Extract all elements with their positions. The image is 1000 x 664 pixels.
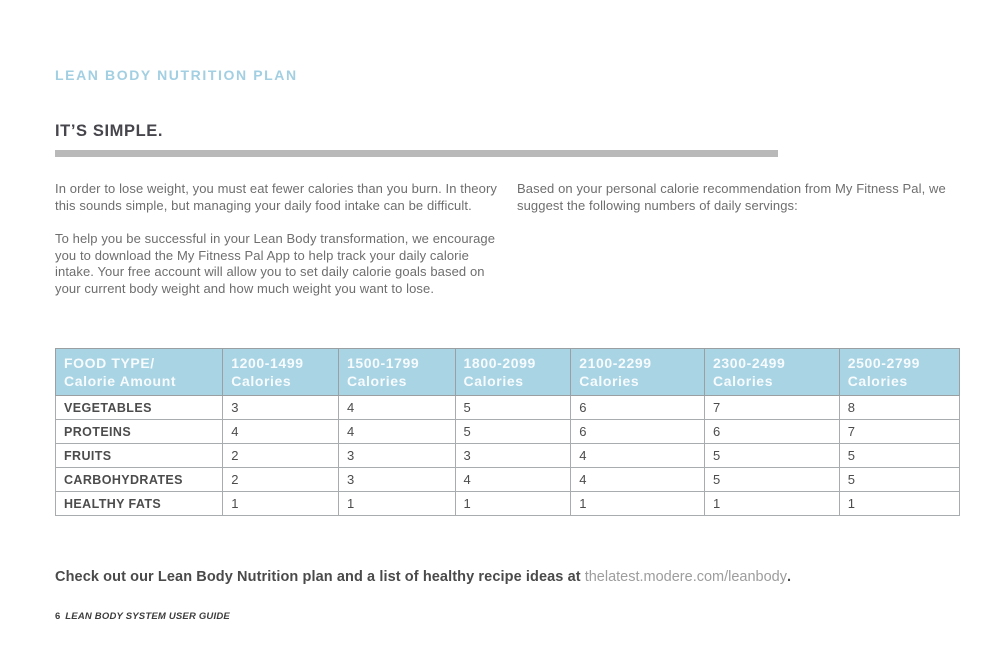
cell-value: 1 bbox=[838, 491, 961, 516]
cell-value: 8 bbox=[838, 395, 961, 420]
column-header-food-type: FOOD TYPE/ Calorie Amount bbox=[54, 348, 224, 396]
cell-value: 5 bbox=[454, 395, 572, 420]
row-label: HEALTHY FATS bbox=[54, 491, 224, 516]
header-line-1: 1500-1799 bbox=[346, 355, 420, 371]
cell-value: 2 bbox=[222, 443, 339, 468]
table-row-vegetables: VEGETABLES 3 4 5 6 7 8 bbox=[54, 395, 961, 420]
column-header-2100-2299: 2100-2299 Calories bbox=[570, 348, 706, 396]
cell-value: 7 bbox=[704, 395, 840, 420]
row-label: VEGETABLES bbox=[54, 395, 224, 420]
page-title: IT’S SIMPLE. bbox=[55, 122, 164, 140]
header-line-2: Calories bbox=[847, 373, 908, 389]
cell-value: 4 bbox=[222, 419, 339, 444]
daily-servings-table: FOOD TYPE/ Calorie Amount 1200-1499 Calo… bbox=[54, 348, 961, 516]
column-header-2300-2499: 2300-2499 Calories bbox=[704, 348, 840, 396]
intro-paragraph-3: Based on your personal calorie recommend… bbox=[517, 181, 946, 213]
cell-value: 6 bbox=[570, 419, 706, 444]
section-divider-bar bbox=[55, 150, 778, 157]
cta-text: Check out our Lean Body Nutrition plan a… bbox=[55, 569, 581, 585]
intro-paragraph-1: In order to lose weight, you must eat fe… bbox=[55, 181, 497, 213]
cell-value: 3 bbox=[454, 443, 572, 468]
cell-value: 4 bbox=[337, 395, 456, 420]
cell-value: 4 bbox=[454, 467, 572, 492]
cell-value: 1 bbox=[454, 491, 572, 516]
cell-value: 5 bbox=[704, 467, 840, 492]
header-line-1: 2500-2799 bbox=[847, 355, 921, 371]
cell-value: 5 bbox=[838, 443, 961, 468]
cell-value: 3 bbox=[337, 467, 456, 492]
cell-value: 5 bbox=[838, 467, 961, 492]
header-line-2: Calories bbox=[579, 373, 640, 389]
row-label: CARBOHYDRATES bbox=[54, 467, 224, 492]
cell-value: 3 bbox=[337, 443, 456, 468]
column-header-2500-2799: 2500-2799 Calories bbox=[838, 348, 961, 396]
page-number: 6 bbox=[55, 611, 61, 622]
cell-value: 4 bbox=[570, 443, 706, 468]
table-row-healthy-fats: HEALTHY FATS 1 1 1 1 1 1 bbox=[54, 491, 961, 516]
cell-value: 1 bbox=[222, 491, 339, 516]
cell-value: 2 bbox=[222, 467, 339, 492]
cell-value: 6 bbox=[704, 419, 840, 444]
cell-value: 1 bbox=[704, 491, 840, 516]
cell-value: 7 bbox=[838, 419, 961, 444]
cta-line: Check out our Lean Body Nutrition plan a… bbox=[55, 568, 960, 587]
cell-value: 3 bbox=[222, 395, 339, 420]
column-gap bbox=[503, 181, 517, 297]
header-line-2: Calories bbox=[346, 373, 407, 389]
header-line-2: Calorie Amount bbox=[64, 373, 177, 389]
intro-right-column: Based on your personal calorie recommend… bbox=[517, 181, 960, 297]
column-header-1800-2099: 1800-2099 Calories bbox=[454, 348, 572, 396]
cell-value: 6 bbox=[570, 395, 706, 420]
page-footer: 6 LEAN BODY SYSTEM USER GUIDE bbox=[55, 611, 230, 622]
header-line-2: Calories bbox=[713, 373, 774, 389]
header-line-2: Calories bbox=[231, 373, 292, 389]
column-header-1500-1799: 1500-1799 Calories bbox=[337, 348, 456, 396]
cell-value: 5 bbox=[704, 443, 840, 468]
table-row-carbohydrates: CARBOHYDRATES 2 3 4 4 5 5 bbox=[54, 467, 961, 492]
table-header-row: FOOD TYPE/ Calorie Amount 1200-1499 Calo… bbox=[54, 348, 961, 396]
intro-paragraph-2: To help you be successful in your Lean B… bbox=[55, 231, 496, 296]
cell-value: 5 bbox=[454, 419, 572, 444]
cta-url: thelatest.modere.com/leanbody bbox=[584, 569, 788, 585]
intro-left-column: In order to lose weight, you must eat fe… bbox=[55, 181, 503, 297]
row-label: FRUITS bbox=[54, 443, 224, 468]
table-row-proteins: PROTEINS 4 4 5 6 6 7 bbox=[54, 419, 961, 444]
cta-period: . bbox=[787, 569, 792, 585]
cell-value: 4 bbox=[570, 467, 706, 492]
header-line-1: FOOD TYPE/ bbox=[64, 355, 155, 371]
column-header-1200-1499: 1200-1499 Calories bbox=[222, 348, 339, 396]
cell-value: 1 bbox=[337, 491, 456, 516]
cell-value: 1 bbox=[570, 491, 706, 516]
footer-label: LEAN BODY SYSTEM USER GUIDE bbox=[65, 611, 230, 622]
header-line-1: 2300-2499 bbox=[713, 355, 786, 371]
cell-value: 4 bbox=[337, 419, 456, 444]
page-kicker: LEAN BODY NUTRITION PLAN bbox=[55, 67, 298, 83]
intro-section: In order to lose weight, you must eat fe… bbox=[55, 181, 960, 297]
table-row-fruits: FRUITS 2 3 3 4 5 5 bbox=[54, 443, 961, 468]
header-line-1: 2100-2299 bbox=[579, 355, 652, 371]
row-label: PROTEINS bbox=[54, 419, 224, 444]
header-line-1: 1800-2099 bbox=[463, 355, 536, 371]
header-line-1: 1200-1499 bbox=[231, 355, 304, 371]
header-line-2: Calories bbox=[463, 373, 524, 389]
